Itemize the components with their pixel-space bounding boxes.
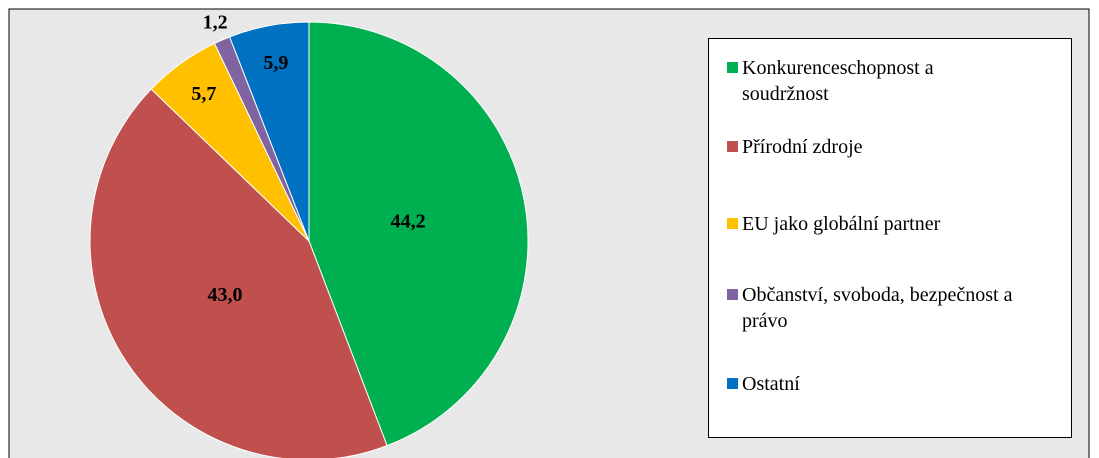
legend-swatch xyxy=(727,378,738,389)
legend-swatch xyxy=(727,62,738,73)
pie-slice xyxy=(89,88,388,458)
legend-label: Přírodní zdroje xyxy=(742,136,863,158)
legend-label: EU jako globální partner xyxy=(742,213,941,235)
legend: Konkurenceschopnost a soudržnost Přírodní… xyxy=(708,38,1072,438)
data-label: 1,2 xyxy=(203,12,228,34)
data-label: 44,2 xyxy=(391,210,426,232)
legend-label: Ostatní xyxy=(742,373,800,395)
pie xyxy=(89,21,529,458)
pie-slice xyxy=(229,21,310,242)
legend-label: Konkurenceschopnost a soudržnost xyxy=(742,57,934,105)
data-label: 5,9 xyxy=(263,52,288,74)
data-label: 43,0 xyxy=(207,284,242,306)
legend-swatch xyxy=(727,289,738,300)
legend-label: Občanství, svoboda, bezpečnost a právo xyxy=(742,284,1013,332)
legend-swatch xyxy=(727,218,738,229)
pie-slice xyxy=(308,21,529,447)
legend-swatch xyxy=(727,141,738,152)
data-label: 5,7 xyxy=(191,83,216,105)
